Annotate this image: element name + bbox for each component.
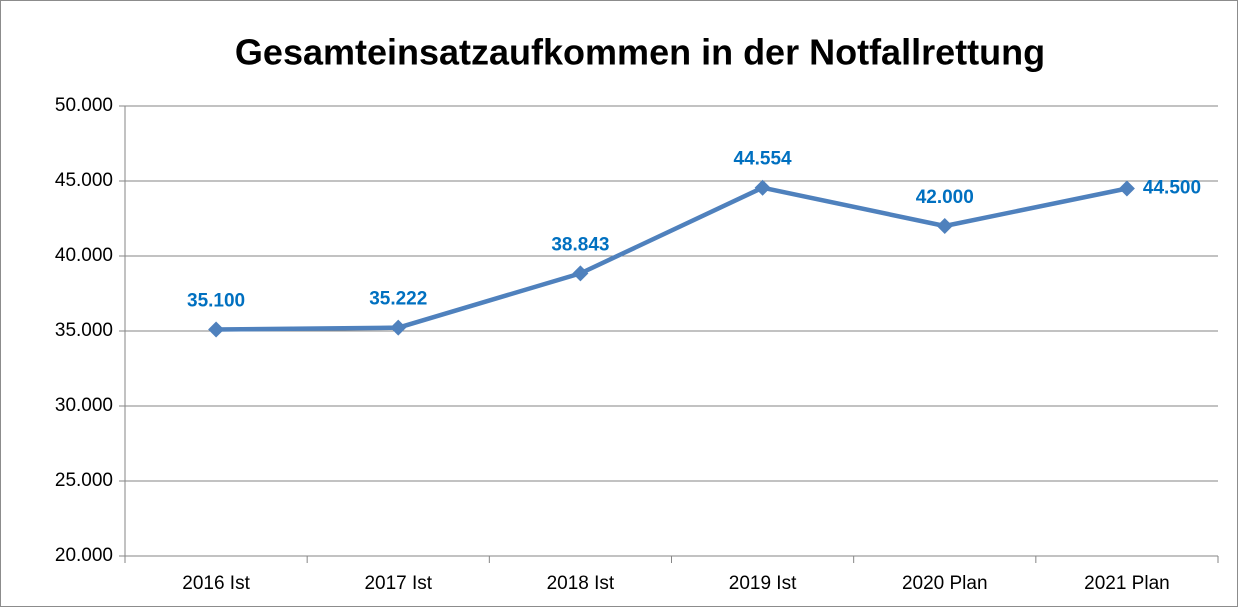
- x-tick-label: 2016 Ist: [182, 573, 250, 594]
- data-label: 42.000: [916, 187, 974, 208]
- x-tick-label: 2018 Ist: [547, 573, 615, 594]
- y-tick-label: 25.000: [55, 470, 113, 491]
- y-tick-label: 30.000: [55, 395, 113, 416]
- data-label: 35.222: [369, 289, 427, 310]
- marker: [390, 319, 407, 336]
- y-tick-label: 20.000: [55, 545, 113, 566]
- y-tick-label: 45.000: [55, 170, 113, 191]
- data-label: 38.843: [551, 234, 609, 255]
- data-label: 44.554: [734, 149, 793, 170]
- marker: [572, 265, 589, 282]
- y-tick-label: 40.000: [55, 245, 113, 266]
- line-series: [216, 185, 1128, 332]
- x-tick-label: 2020 Plan: [902, 573, 988, 594]
- marker: [1118, 180, 1135, 197]
- data-label: 44.500: [1143, 178, 1201, 199]
- chart-title: Gesamteinsatzaufkommen in der Notfallret…: [235, 32, 1045, 73]
- x-tick-label: 2021 Plan: [1084, 573, 1170, 594]
- marker: [208, 321, 225, 338]
- marker: [754, 179, 771, 196]
- x-tick-label: 2019 Ist: [729, 573, 797, 594]
- y-tick-label: 50.000: [55, 95, 113, 116]
- y-tick-label: 35.000: [55, 320, 113, 341]
- x-tick-label: 2017 Ist: [364, 573, 432, 594]
- marker: [936, 218, 953, 234]
- data-label: 35.100: [187, 291, 245, 312]
